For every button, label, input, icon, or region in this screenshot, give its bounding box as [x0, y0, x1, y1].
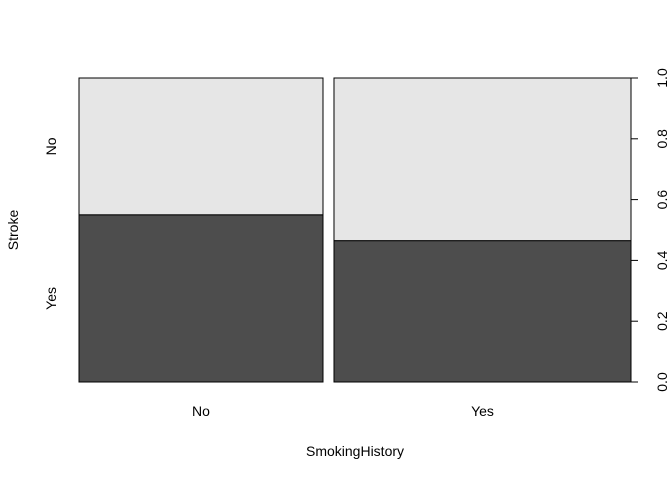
y-right-tick-label: 0.8: [654, 129, 670, 149]
y-right-axis: 0.0 0.2 0.4 0.6 0.8 1.0: [630, 68, 670, 392]
y-left-label-no: No: [43, 137, 59, 155]
y-right-tick-label: 0.0: [654, 372, 670, 392]
y-right-tick-label: 0.2: [654, 311, 670, 331]
bar-yes-yes: [333, 240, 632, 383]
y-right-tick-label: 0.6: [654, 190, 670, 210]
x-tick-label-no: No: [192, 403, 210, 419]
y-right-tick-label: 0.4: [654, 250, 670, 270]
x-tick-label-yes: Yes: [471, 403, 494, 419]
bar-no-yes: [78, 214, 324, 383]
y-left-category-axis: Yes No: [43, 137, 59, 310]
x-axis: No Yes: [192, 403, 494, 419]
bars-group: [78, 77, 632, 383]
y-left-label-yes: Yes: [43, 287, 59, 310]
x-axis-title: SmokingHistory: [306, 443, 404, 459]
bar-no-no: [78, 77, 324, 216]
bar-yes-no: [333, 77, 632, 242]
y-axis-title: Stroke: [5, 210, 21, 251]
y-right-tick-label: 1.0: [654, 68, 670, 88]
